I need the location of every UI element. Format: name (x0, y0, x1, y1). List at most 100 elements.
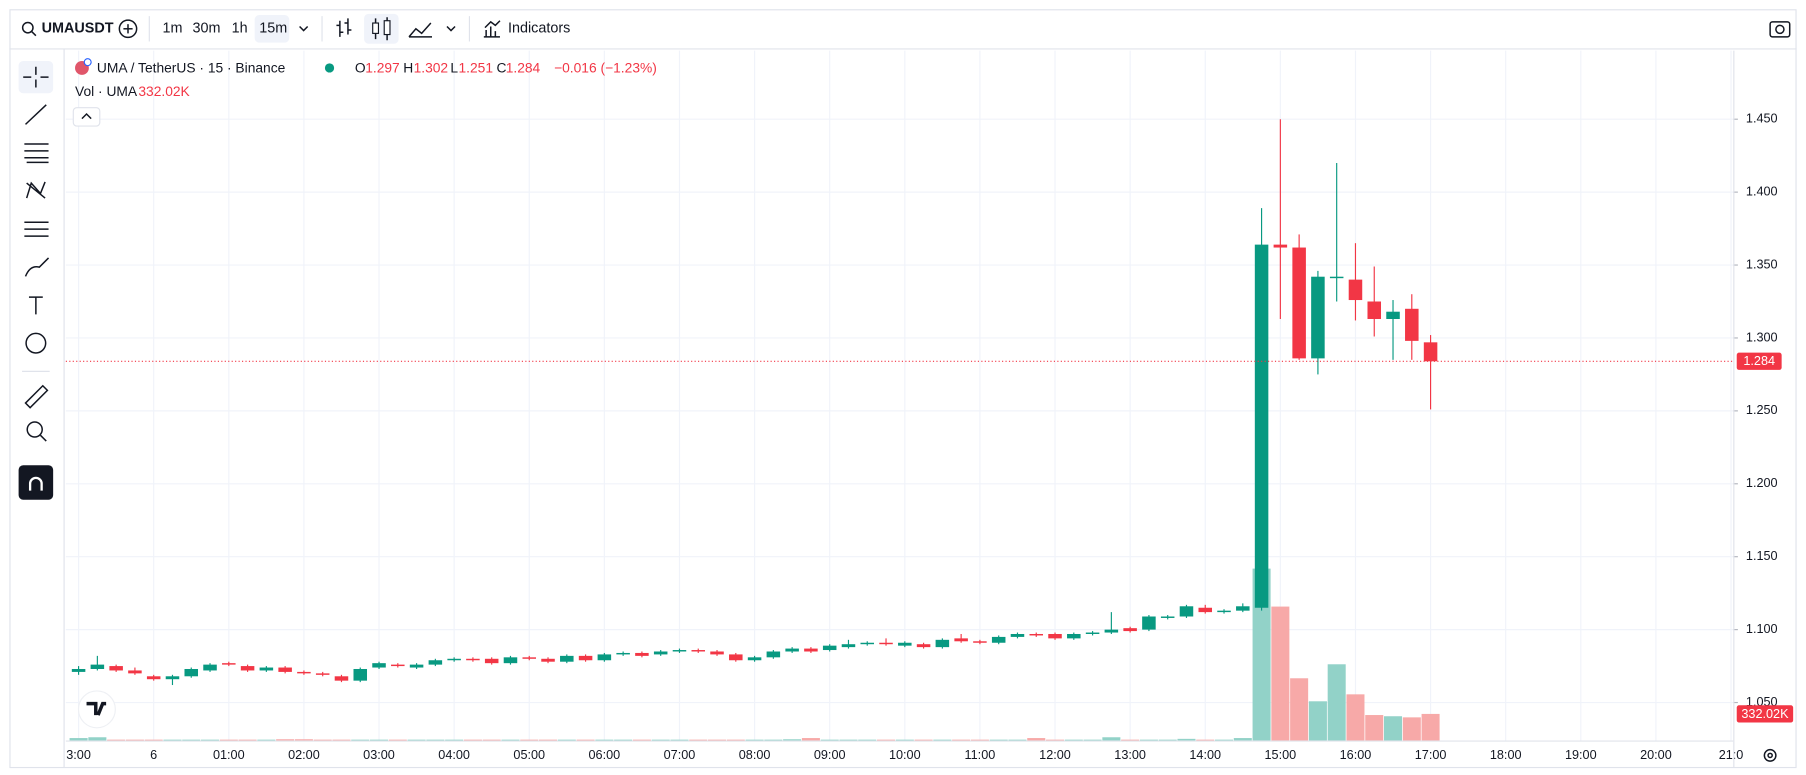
screenshot-button[interactable] (1769, 21, 1791, 38)
x-tick-label: 20:00 (1640, 748, 1672, 762)
candle-body (541, 658, 555, 662)
volume-bar (1365, 715, 1384, 741)
y-tick-label: 1.150 (1746, 549, 1778, 563)
volume-bar (201, 739, 220, 741)
fib-tool[interactable] (24, 143, 49, 164)
candle-body (90, 664, 105, 669)
volume-bar (1252, 568, 1271, 741)
y-tick-label: 1.400 (1746, 184, 1778, 198)
interval[interactable]: 30m (192, 21, 220, 37)
area-icon[interactable] (408, 22, 433, 38)
ohlc-value: 1.297 (365, 60, 400, 76)
volume-bar (1384, 716, 1403, 741)
interval-dropdown[interactable] (299, 25, 309, 32)
volume-bar (1064, 739, 1083, 741)
candle-body (109, 666, 123, 671)
brush-tool[interactable] (24, 257, 50, 277)
candle-body (466, 658, 480, 661)
candle-body (409, 664, 424, 668)
volume-bar (595, 739, 614, 741)
bars-icon[interactable] (336, 18, 352, 37)
x-tick-label: 12:00 (1039, 748, 1071, 762)
zoom-tool[interactable] (26, 421, 43, 438)
last-volume-box (1736, 705, 1794, 723)
candle-body (1085, 632, 1100, 634)
candles-icon (383, 20, 391, 36)
candle-body (1386, 311, 1400, 319)
interval-active (254, 14, 290, 43)
compare-button[interactable] (118, 19, 138, 39)
ohlc-value: 1.302 (414, 60, 449, 76)
ohlc-key: H (403, 60, 413, 76)
frame (9, 9, 1797, 769)
chart-type-active (364, 13, 399, 44)
x-tick-label: 3:00 (66, 748, 91, 762)
candle-body (391, 664, 405, 667)
volume-bar (370, 739, 389, 741)
x-tick-label: 18:00 (1490, 748, 1522, 762)
y-tick-label: 1.250 (1746, 403, 1778, 417)
candle-body (785, 648, 799, 652)
indicators-icon[interactable] (483, 20, 501, 38)
symbol-search[interactable]: UMAUSDT (21, 21, 114, 37)
candle-body (1329, 276, 1344, 279)
volume-bar (764, 739, 783, 741)
candle-body (898, 642, 912, 646)
candle-body (578, 655, 593, 661)
text-tool[interactable] (28, 296, 43, 315)
pattern-tool[interactable] (25, 181, 46, 199)
crosshair-tool[interactable] (23, 66, 49, 88)
interval[interactable]: 15m (259, 21, 287, 37)
volume-bar (557, 739, 576, 741)
volume-bar (294, 739, 313, 741)
volume-bar (1083, 739, 1102, 741)
volume-bar (219, 739, 238, 741)
candles-icon (372, 22, 380, 34)
x-tick-label: 11:00 (965, 748, 996, 762)
volume-bar (858, 739, 877, 741)
volume-bar (1421, 713, 1440, 741)
x-tick-label: 03:00 (363, 748, 395, 762)
prediction-tool[interactable] (24, 221, 49, 237)
volume-bar (839, 739, 858, 741)
volume-bar (1402, 717, 1421, 741)
volume-bar (238, 739, 257, 741)
candle-body (860, 642, 875, 645)
candle-body (278, 667, 292, 672)
ohlc-key: O (355, 60, 366, 76)
interval[interactable]: 1m (163, 21, 183, 37)
emoji-tool[interactable] (25, 332, 47, 354)
candle-body (1067, 633, 1081, 639)
type-dropdown[interactable] (446, 25, 456, 32)
volume-bar (276, 739, 295, 741)
interval[interactable]: 1h (232, 21, 248, 37)
zoom-tool (39, 434, 47, 442)
volume-bar (501, 739, 520, 741)
volume-bar (463, 739, 482, 741)
volume-bar (1008, 739, 1027, 741)
candle-body (522, 657, 537, 659)
logo-mark (86, 701, 107, 716)
candle-body (804, 648, 818, 652)
volume-bar (1177, 738, 1196, 741)
candle-body (1367, 301, 1382, 319)
collapse-legend[interactable] (72, 107, 101, 127)
magnet-tool[interactable] (18, 465, 54, 500)
y-tick-label: 1.350 (1746, 257, 1778, 271)
candle-body (222, 663, 236, 665)
volume-bar (689, 739, 708, 741)
candle-body (935, 639, 950, 648)
ohlc-value: 1.251 (458, 60, 493, 76)
ruler-tool[interactable] (24, 384, 49, 409)
indicators-button[interactable]: Indicators (508, 21, 570, 37)
candle-body (1311, 276, 1325, 359)
candle-body (146, 676, 161, 680)
settings-button[interactable] (1763, 748, 1777, 762)
candle-body (672, 650, 687, 652)
candle-body (447, 658, 461, 661)
candle-body (1292, 247, 1306, 359)
symbol[interactable]: UMAUSDT (42, 21, 114, 37)
trendline-tool[interactable] (24, 104, 47, 125)
ohlc-key: L (450, 60, 458, 76)
